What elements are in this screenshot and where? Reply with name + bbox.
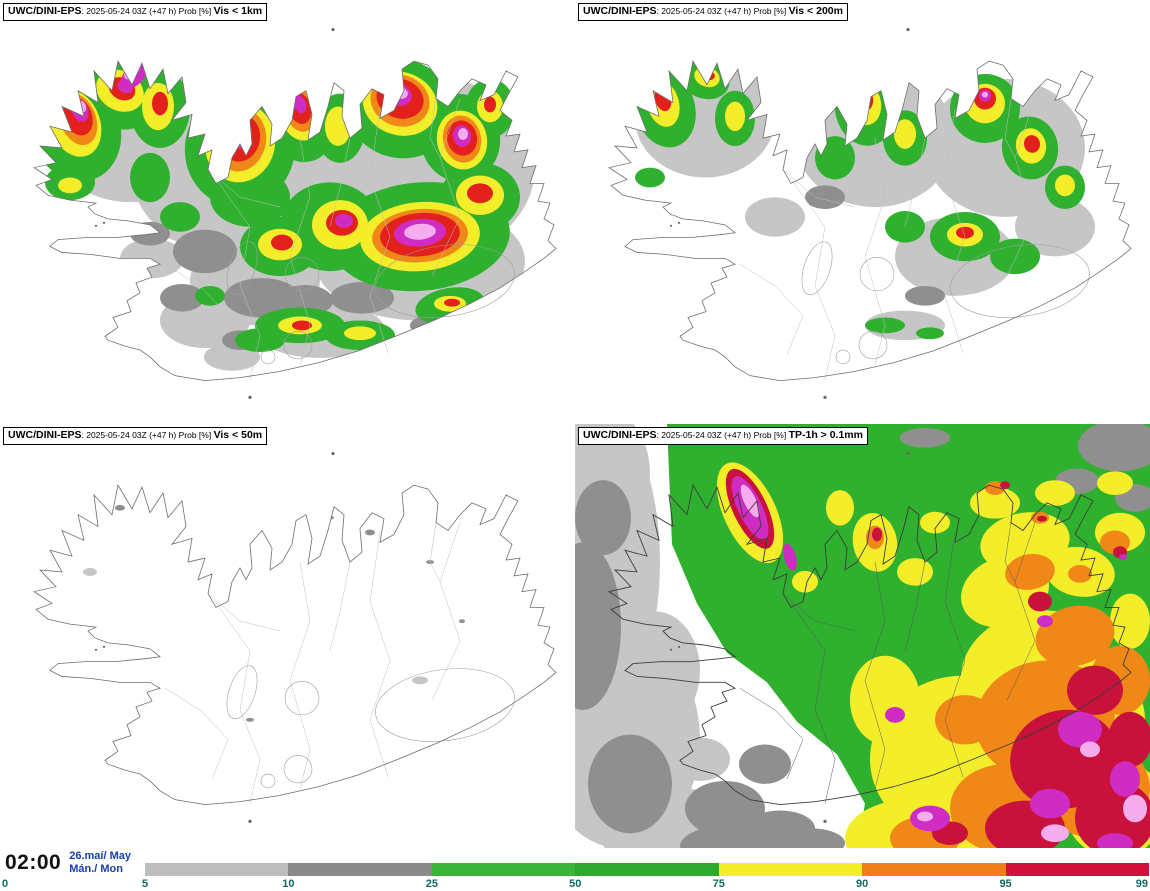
valid-date-line2: Mán./ Mon	[69, 862, 123, 875]
model-name: UWC/DINI-EPS	[583, 5, 657, 17]
coastline	[33, 484, 557, 806]
panel-title-vis-200m: UWC/DINI-EPS: 2025-05-24 03Z (+47 h) Pro…	[578, 3, 848, 22]
model-name: UWC/DINI-EPS	[8, 429, 82, 441]
colorbar-segment-50-75	[575, 863, 719, 876]
panel-title-tp-1h: UWC/DINI-EPS: 2025-05-24 03Z (+47 h) Pro…	[578, 427, 868, 446]
panel-title-vis-50m: UWC/DINI-EPS: 2025-05-24 03Z (+47 h) Pro…	[3, 427, 268, 446]
threshold-label: Vis < 1km	[213, 5, 263, 17]
prob-field-vis-200m	[634, 61, 1095, 341]
panel-tp-1h: UWC/DINI-EPS: 2025-05-24 03Z (+47 h) Pro…	[575, 424, 1150, 848]
panel-vis-1km: UWC/DINI-EPS: 2025-05-24 03Z (+47 h) Pro…	[0, 0, 575, 424]
colorbar-tick-75: 75	[712, 878, 725, 890]
valid-time-block: 02:00 26.maí/ May Mán./ Mon	[5, 850, 131, 876]
colorbar-segment-90-95	[862, 863, 1006, 876]
map-vis-50m	[33, 452, 557, 823]
run-info: : 2025-05-24 03Z (+47 h) Prob [%]	[81, 430, 214, 440]
run-info: : 2025-05-24 03Z (+47 h) Prob [%]	[656, 430, 789, 440]
map-vis-200m	[608, 28, 1132, 399]
boundary-lines	[164, 522, 461, 805]
colorbar-tick-5: 5	[141, 878, 149, 890]
colorbar-tick-25: 25	[425, 878, 438, 890]
panel-vis-200m: UWC/DINI-EPS: 2025-05-24 03Z (+47 h) Pro…	[575, 0, 1150, 424]
colorbar-tick-10: 10	[282, 878, 295, 890]
colorbar-tick-99: 99	[1135, 878, 1148, 890]
colorbar-tick-0: 0	[2, 878, 9, 890]
colorbar-segment-25-50	[431, 863, 576, 876]
panel-title-vis-1km: UWC/DINI-EPS: 2025-05-24 03Z (+47 h) Pro…	[3, 3, 268, 22]
threshold-label: Vis < 50m	[213, 429, 263, 441]
glacier-outlines	[220, 659, 520, 789]
footer: 02:00 26.maí/ May Mán./ Mon 0 5 10 25 50 75 90…	[0, 848, 1150, 891]
model-name: UWC/DINI-EPS	[583, 429, 657, 441]
colorbar-tick-95: 95	[999, 878, 1012, 890]
threshold-label: TP-1h > 0.1mm	[788, 429, 863, 441]
colorbar-segment-75-90	[718, 863, 863, 876]
colorbar-segment-95-99	[1005, 863, 1149, 876]
run-info: : 2025-05-24 03Z (+47 h) Prob [%]	[656, 6, 789, 16]
valid-date: 26.maí/ May Mán./ Mon	[69, 850, 131, 876]
map-tp-1h	[575, 424, 1150, 848]
prob-field-vis-50m	[83, 491, 465, 722]
map-vis-1km	[33, 28, 557, 399]
valid-time: 02:00	[5, 850, 62, 874]
colorbar-segment-10-25	[288, 863, 432, 876]
panel-vis-50m: UWC/DINI-EPS: 2025-05-24 03Z (+47 h) Pro…	[0, 424, 575, 848]
threshold-label: Vis < 200m	[788, 5, 843, 17]
colorbar-tick-50: 50	[569, 878, 582, 890]
colorbar-tick-90: 90	[856, 878, 869, 890]
probability-colorbar	[145, 863, 1149, 876]
colorbar-segment-5-10	[145, 863, 289, 876]
map-grid: UWC/DINI-EPS: 2025-05-24 03Z (+47 h) Pro…	[0, 0, 1150, 848]
model-name: UWC/DINI-EPS	[8, 5, 82, 17]
valid-date-line1: 26.maí/ May	[69, 849, 131, 862]
prob-field-tp	[575, 424, 1150, 848]
run-info: : 2025-05-24 03Z (+47 h) Prob [%]	[81, 6, 214, 16]
